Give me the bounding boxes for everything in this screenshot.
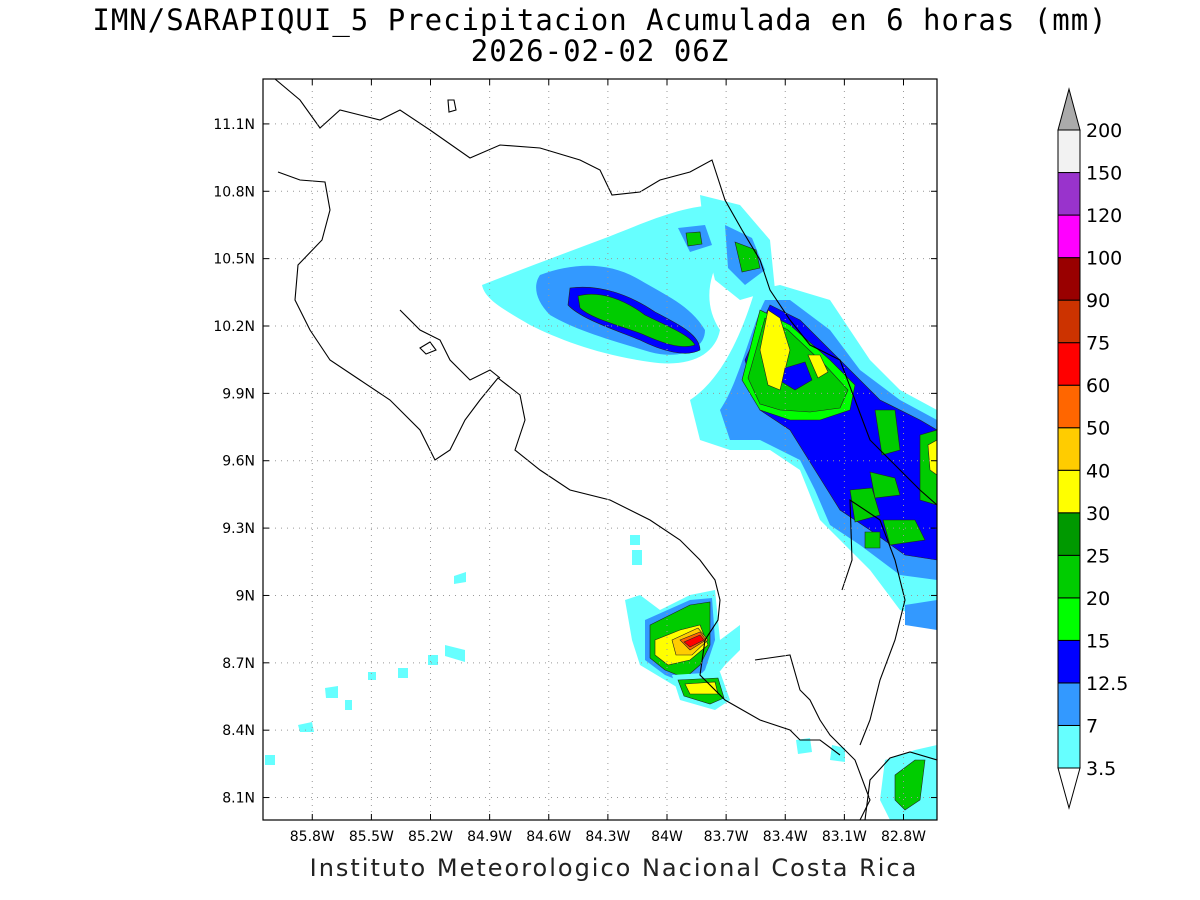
precipitation-contour — [632, 550, 642, 565]
credit-text: Instituto Meteorologico Nacional Costa R… — [309, 854, 919, 882]
colorbar-box — [1057, 342, 1081, 386]
precipitation-contour — [265, 755, 275, 765]
precipitation-contour — [630, 535, 640, 545]
precipitation-contour — [882, 519, 926, 546]
map-title: IMN/SARAPIQUI_5 Precipitacion Acumulada … — [92, 3, 1108, 37]
coastline-path — [399, 309, 501, 381]
lat-tick-label: 8.7N — [222, 656, 255, 672]
coastline-path — [419, 341, 437, 355]
lon-tick-label: 84W — [651, 829, 683, 845]
precipitation-contour — [849, 487, 881, 523]
precipitation-contour — [345, 700, 352, 710]
colorbar-level-label: 20 — [1086, 588, 1110, 610]
colorbar-arrow-low — [1057, 767, 1081, 810]
colorbar-box — [1057, 257, 1081, 301]
lon-tick-label: 84.3W — [585, 829, 630, 845]
lon-tick-label: 85.5W — [349, 829, 394, 845]
precipitation-contour — [807, 354, 829, 379]
colorbar-level-label: 25 — [1086, 545, 1110, 567]
colorbar-box — [1057, 299, 1081, 344]
graticule — [263, 79, 937, 820]
lon-tick-label: 85.8W — [290, 829, 335, 845]
precipitation-layer — [265, 195, 937, 820]
precipitation-contour — [685, 231, 703, 247]
colorbar-box — [1057, 384, 1081, 429]
lon-tick-label: 83.7W — [704, 829, 749, 845]
colorbar-level-label: 3.5 — [1086, 758, 1116, 780]
colorbar-level-label: 15 — [1086, 630, 1110, 652]
coastline-layer — [274, 79, 937, 820]
coastline-path — [754, 654, 871, 820]
axis-ticks: 85.8W 85.5W 85.2W 84.9W 84.6W 84.3W 84W 83.7W 83… — [213, 79, 937, 845]
precipitation-contour — [428, 655, 438, 665]
colorbar-level-label: 30 — [1086, 503, 1110, 525]
colorbar-box — [1057, 597, 1081, 641]
lon-tick-label: 85.2W — [408, 829, 453, 845]
lat-tick-label: 10.2N — [213, 319, 255, 335]
coastline-path — [864, 751, 937, 820]
precipitation-contour — [577, 293, 696, 347]
colorbar-level-label: 12.5 — [1086, 673, 1128, 695]
precipitation-contour — [864, 531, 881, 549]
colorbar-level-label: 200 — [1086, 120, 1122, 142]
lat-tick-label: 10.5N — [213, 252, 255, 268]
lat-tick-label: 9.3N — [222, 521, 255, 537]
colorbar-level-label: 75 — [1086, 333, 1110, 355]
map-frame — [262, 78, 938, 821]
colorbar-level-label: 7 — [1086, 715, 1098, 737]
lat-tick-label: 8.4N — [222, 723, 255, 739]
lon-tick-label: 83.4W — [763, 829, 808, 845]
colorbar-box — [1057, 682, 1081, 726]
precipitation-contour — [796, 738, 812, 754]
colorbar-box — [1057, 639, 1081, 684]
precipitation-contour — [869, 471, 901, 499]
lat-tick-label: 10.8N — [213, 184, 255, 200]
colorbar-box — [1057, 512, 1081, 556]
map-subtitle-datetime: 2026-02-02 06Z — [470, 34, 730, 68]
lon-tick-label: 82.8W — [881, 829, 926, 845]
lat-tick-label: 11.1N — [213, 117, 255, 133]
precipitation-contour — [445, 645, 465, 662]
precipitation-contour — [368, 672, 376, 680]
precipitation-contour — [683, 634, 705, 648]
colorbar-box — [1057, 129, 1081, 174]
colorbar-level-label: 50 — [1086, 418, 1110, 440]
colorbar-box — [1057, 427, 1081, 471]
colorbar-level-label: 40 — [1086, 460, 1110, 482]
colorbar-box — [1057, 724, 1081, 769]
precipitation-contour — [927, 439, 937, 476]
colorbar-level-label: 150 — [1086, 163, 1122, 185]
colorbar-level-label: 120 — [1086, 205, 1122, 227]
coastline-path — [277, 171, 841, 756]
colorbar-box — [1057, 172, 1081, 216]
colorbar-box — [1057, 469, 1081, 514]
colorbar-level-label: 100 — [1086, 248, 1122, 270]
precipitation-contour — [298, 722, 314, 732]
coastline-path — [447, 99, 457, 113]
lat-tick-label: 9.9N — [222, 386, 255, 402]
lat-tick-label: 8.1N — [222, 791, 255, 807]
coastline-path — [274, 79, 937, 506]
precipitation-contour — [325, 686, 338, 698]
lon-tick-label: 84.9W — [467, 829, 512, 845]
coastline-path — [841, 498, 906, 746]
precipitation-contour — [398, 668, 408, 678]
precipitation-contour — [454, 572, 466, 584]
colorbar-arrow-high — [1057, 87, 1081, 131]
lat-tick-label: 9N — [236, 588, 255, 604]
lat-tick-label: 9.6N — [222, 454, 255, 470]
precipitation-contour — [905, 600, 937, 630]
precipitation-contour — [874, 409, 901, 456]
precipitation-contour — [781, 361, 813, 391]
colorbar-box — [1057, 554, 1081, 599]
colorbar-level-label: 90 — [1086, 290, 1110, 312]
precipitation-contour — [759, 309, 791, 391]
lon-tick-label: 83.1W — [822, 829, 867, 845]
colorbar-box — [1057, 214, 1081, 259]
lon-tick-label: 84.6W — [526, 829, 571, 845]
colorbar: 3.5 7 12.5 15 20 25 30 40 50 60 75 90 100 120 150 200 — [1057, 87, 1128, 810]
colorbar-level-label: 60 — [1086, 375, 1110, 397]
